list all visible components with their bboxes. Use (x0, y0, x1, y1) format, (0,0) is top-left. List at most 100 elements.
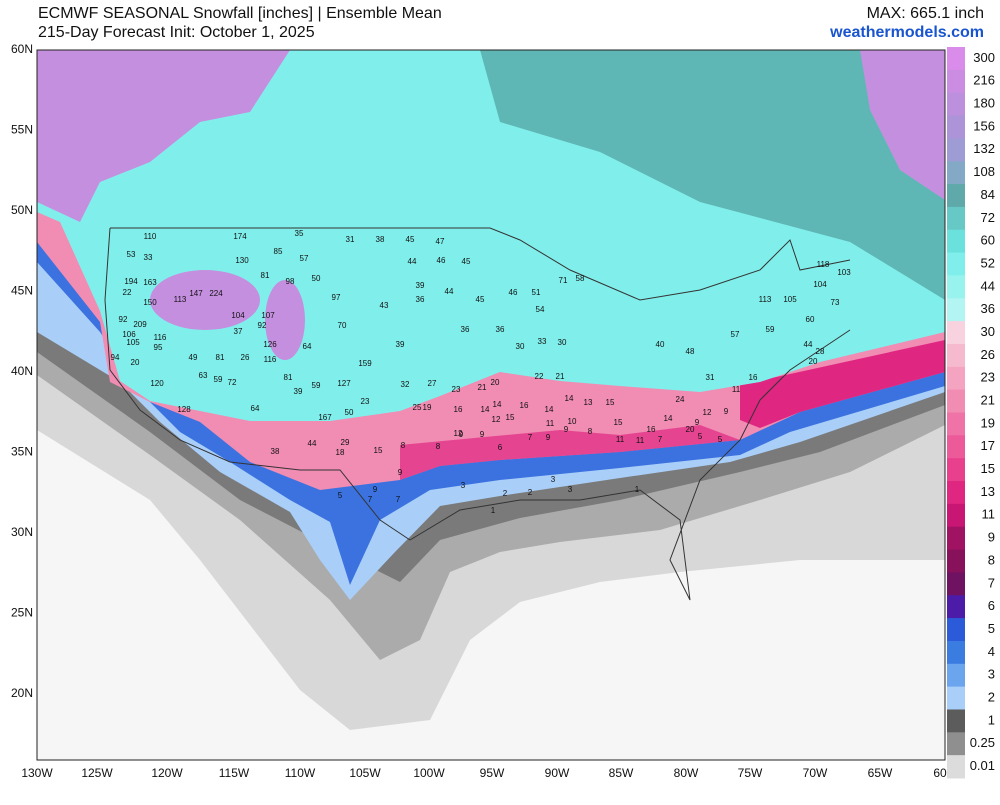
legend-label: 19 (981, 415, 995, 430)
station-value: 31 (706, 373, 715, 382)
legend-label: 4 (988, 644, 995, 659)
coast (409, 329, 851, 601)
station-value: 15 (506, 413, 515, 422)
legend-label: 44 (981, 278, 995, 293)
legend-label: 8 (988, 552, 995, 567)
legend-label: 72 (981, 210, 995, 225)
station-value: 46 (509, 288, 518, 297)
lon-label: 125W (81, 766, 113, 780)
station-value: 6 (498, 443, 503, 452)
station-value: 71 (559, 276, 568, 285)
legend-label: 11 (982, 507, 996, 522)
legend-swatch (947, 640, 965, 665)
station-value: 167 (318, 413, 332, 422)
station-value: 20 (131, 358, 140, 367)
legend-label: 6 (988, 598, 995, 613)
legend-swatch (947, 389, 965, 413)
border (110, 227, 851, 301)
legend-swatch (947, 92, 965, 117)
station-value: 8 (436, 442, 441, 451)
legend-swatch (947, 618, 965, 642)
legend-swatch (947, 115, 965, 139)
legend-swatch (947, 458, 965, 482)
lon-label: 110W (285, 766, 316, 780)
legend-swatch (947, 572, 965, 596)
station-value: 12 (703, 408, 712, 417)
legend-label: 15 (981, 461, 995, 476)
station-value: 103 (837, 268, 851, 277)
snow-band (480, 50, 945, 300)
station-value: 5 (718, 435, 723, 444)
legend-label: 3 (988, 667, 995, 682)
legend-label: 17 (981, 438, 995, 453)
station-value: 58 (576, 274, 585, 283)
station-value: 72 (228, 378, 237, 387)
legend-swatch (947, 503, 965, 528)
station-value: 36 (416, 295, 425, 304)
station-value: 44 (445, 287, 454, 296)
legend-swatch (947, 252, 965, 276)
station-value: 14 (545, 405, 554, 414)
station-value: 51 (532, 288, 541, 297)
station-value: 1 (635, 485, 640, 494)
site-name: weathermodels.com (829, 24, 984, 41)
station-value: 9 (398, 468, 403, 477)
legend-swatch (947, 366, 965, 391)
station-value: 24 (676, 395, 685, 404)
station-value: 8 (401, 441, 406, 450)
station-value: 22 (535, 372, 544, 381)
legend-label: 0.25 (970, 735, 995, 750)
station-value: 9 (695, 418, 700, 427)
station-value: 40 (656, 340, 665, 349)
station-value: 3 (551, 475, 556, 484)
station-value: 49 (189, 353, 198, 362)
station-value: 9 (724, 407, 729, 416)
station-value: 33 (538, 337, 547, 346)
station-value: 3 (568, 485, 573, 494)
legend-swatch (947, 321, 965, 345)
lat-label: 45N (11, 284, 33, 298)
station-value: 14 (664, 414, 673, 423)
legend-swatch (947, 412, 965, 436)
station-value: 48 (686, 347, 695, 356)
snow-band (740, 340, 945, 428)
border (104, 227, 411, 541)
station-value: 116 (264, 355, 277, 364)
station-value: 50 (345, 408, 354, 417)
title: ECMWF SEASONAL Snowfall [inches] | Ensem… (38, 5, 442, 22)
legend-label: 84 (981, 187, 995, 202)
legend-swatch (947, 275, 965, 299)
lon-label: 75W (738, 766, 763, 780)
station-value: 81 (284, 373, 293, 382)
station-value: 22 (123, 288, 132, 297)
station-value: 57 (731, 330, 740, 339)
station-value: 11 (636, 436, 645, 445)
station-value: 23 (452, 385, 461, 394)
station-value: 15 (606, 398, 615, 407)
station-value: 36 (496, 325, 505, 334)
station-value: 9 (480, 430, 485, 439)
lat-label: 55N (11, 123, 33, 137)
station-value: 2 (503, 489, 508, 498)
max-value: MAX: 665.1 inch (867, 5, 984, 22)
station-value: 130 (235, 256, 249, 265)
station-value: 46 (437, 256, 446, 265)
legend-label: 9 (988, 530, 995, 545)
station-value: 59 (214, 375, 223, 384)
station-value: 14 (565, 394, 574, 403)
legend-swatch (947, 663, 965, 688)
legend-swatch (947, 549, 965, 573)
station-value: 7 (528, 433, 533, 442)
legend-swatch (947, 526, 965, 551)
legend-label: 0.01 (970, 758, 995, 773)
station-value: 159 (358, 359, 372, 368)
station-value: 31 (346, 235, 355, 244)
snow-band (265, 280, 305, 360)
station-value: 43 (380, 301, 389, 310)
station-value: 45 (462, 257, 471, 266)
station-value: 33 (144, 253, 153, 262)
legend-swatch (947, 229, 965, 254)
legend-swatch (947, 161, 965, 185)
station-value: 81 (216, 353, 225, 362)
